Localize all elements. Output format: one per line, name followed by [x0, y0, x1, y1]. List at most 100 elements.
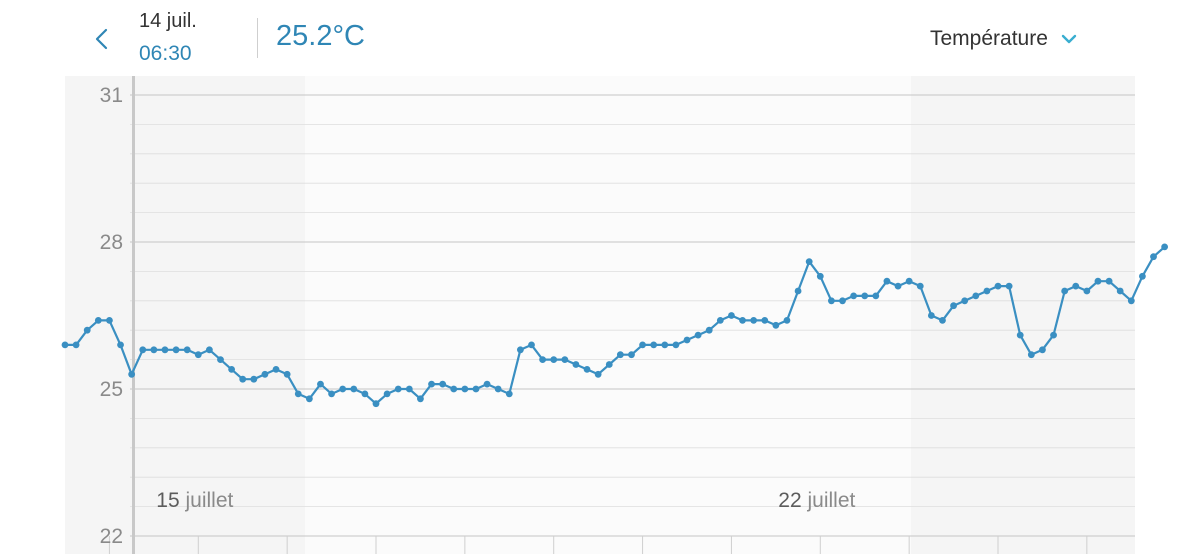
data-point [1105, 277, 1113, 285]
x-tick-label: 22 juillet [778, 489, 855, 512]
data-point [305, 395, 313, 403]
data-point [1016, 331, 1024, 339]
data-point [128, 370, 136, 378]
selected-time: 06:30 [139, 42, 192, 65]
data-point [361, 390, 369, 398]
data-point [994, 282, 1002, 290]
x-tick-marks [108, 536, 1088, 554]
data-point [872, 292, 880, 300]
data-point [1139, 272, 1146, 280]
data-point [650, 341, 658, 349]
data-point [550, 356, 558, 363]
header-bar: 14 juil. 06:30 25.2°C Température [0, 0, 1200, 76]
data-point [850, 292, 858, 300]
data-point [72, 341, 80, 349]
data-point [94, 317, 102, 324]
data-point [405, 385, 413, 393]
data-point [139, 346, 147, 354]
data-point [761, 317, 769, 324]
data-point [783, 317, 791, 324]
data-point [394, 385, 402, 393]
data-point [539, 356, 547, 363]
data-point [950, 302, 957, 310]
data-point [239, 375, 247, 383]
data-point [983, 287, 991, 295]
data-point [450, 385, 458, 393]
y-tick-label: 22 [100, 525, 123, 548]
data-point [1094, 277, 1102, 285]
data-point [172, 346, 180, 354]
data-point [694, 331, 702, 339]
temperature-series-line [65, 246, 1166, 405]
week-highlight [305, 76, 911, 554]
data-point [1116, 287, 1124, 295]
data-point [961, 297, 969, 305]
data-point [1072, 282, 1080, 290]
data-point [972, 292, 980, 300]
data-point [616, 351, 624, 359]
data-point [461, 385, 469, 393]
data-point [594, 370, 602, 378]
data-point [528, 341, 535, 349]
data-point [916, 282, 924, 290]
data-point [1161, 243, 1169, 251]
data-point [261, 370, 269, 378]
data-point [572, 361, 580, 368]
data-point [283, 370, 291, 378]
data-point [294, 390, 302, 398]
data-point [328, 390, 335, 398]
data-point [272, 366, 280, 373]
data-point [639, 341, 646, 349]
data-point [516, 346, 524, 354]
data-point [839, 297, 846, 305]
metric-dropdown[interactable]: Température [930, 22, 1078, 56]
data-point [661, 341, 669, 349]
selected-value: 25.2°C [276, 20, 365, 52]
data-point [339, 385, 347, 393]
data-point [1127, 297, 1135, 305]
y-axis-labels: 22 25 28 31 [100, 84, 123, 548]
data-point [927, 312, 935, 319]
chevron-left-icon [95, 28, 108, 50]
data-point [716, 317, 724, 324]
header-divider [257, 18, 258, 58]
data-point [1039, 346, 1046, 354]
y-tick-label: 25 [100, 378, 123, 401]
data-point [894, 282, 902, 290]
data-point [1027, 351, 1035, 359]
data-point [605, 361, 613, 368]
temperature-points [61, 243, 1169, 408]
data-point [417, 395, 424, 403]
data-point [561, 356, 569, 363]
data-point [505, 390, 513, 398]
data-point [250, 375, 258, 383]
data-point [83, 326, 91, 334]
data-point [939, 317, 946, 324]
x-axis-labels: 15 juillet 22 juillet [156, 489, 855, 512]
metric-dropdown-label: Température [930, 27, 1048, 50]
data-point [106, 317, 113, 324]
data-point [750, 317, 758, 324]
data-point [828, 297, 835, 305]
data-point [805, 258, 813, 265]
data-point [816, 272, 824, 280]
x-tick-label: 15 juillet [156, 489, 233, 512]
data-point [1050, 331, 1057, 339]
data-point [905, 277, 913, 285]
data-point [883, 277, 891, 285]
data-point [683, 336, 691, 344]
data-point [1061, 287, 1069, 295]
chevron-down-icon [1061, 34, 1077, 44]
data-point [161, 346, 169, 354]
data-point [794, 287, 802, 295]
data-point [228, 366, 236, 373]
data-point [772, 321, 780, 329]
data-point [372, 400, 380, 408]
data-point [628, 351, 635, 359]
y-tick-label: 31 [100, 84, 123, 107]
back-button[interactable] [88, 22, 118, 56]
y-tick-label: 28 [100, 231, 123, 254]
selected-date: 14 juil. [139, 10, 197, 32]
data-point [428, 380, 435, 388]
